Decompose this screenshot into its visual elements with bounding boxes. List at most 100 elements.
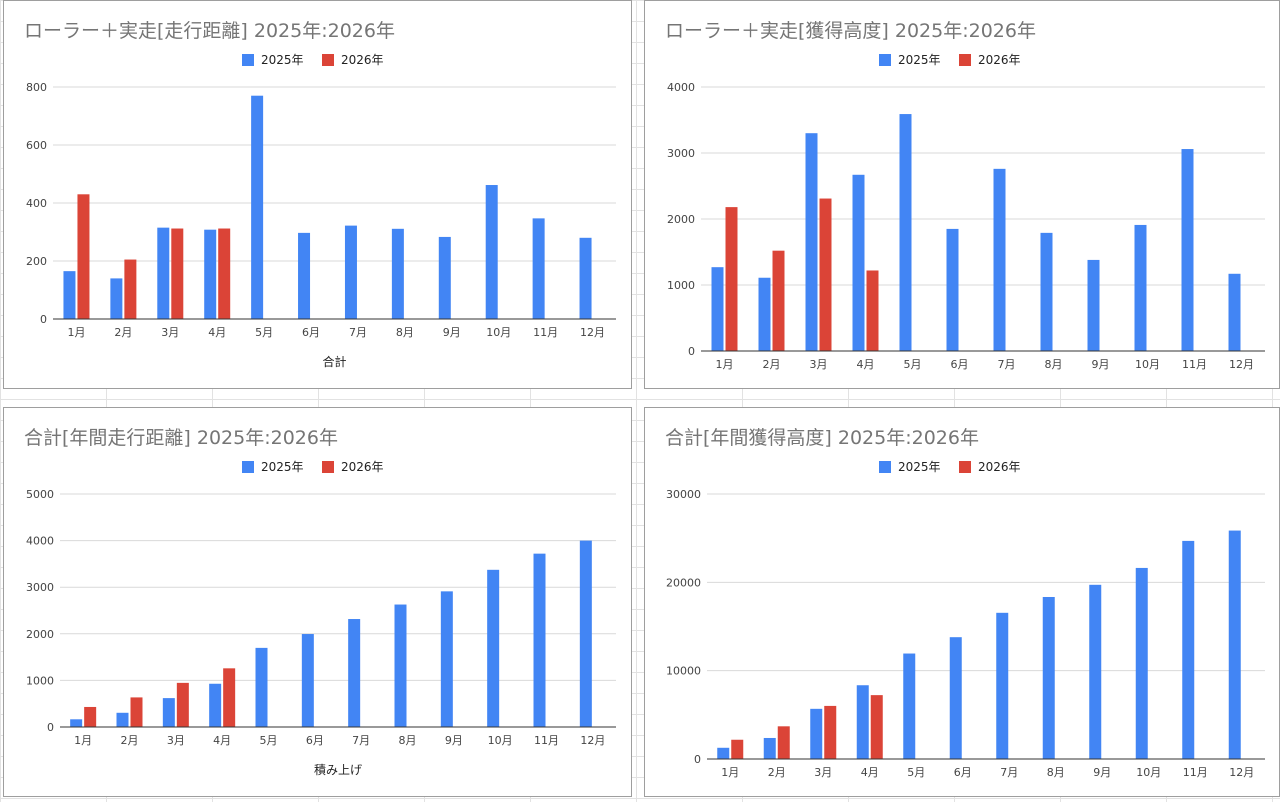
bar-2025	[1042, 596, 1055, 759]
x-tick-label: 2月	[114, 326, 132, 339]
chart-distance-monthly: ローラー＋実走[走行距離] 2025年:2026年 2025年 2026年 0 200 4…	[3, 0, 632, 389]
bar-2025	[394, 604, 407, 727]
x-tick-label: 4月	[208, 326, 226, 339]
legend-swatch-1	[959, 54, 971, 66]
bar-2025	[533, 553, 546, 727]
x-tick-label: 7月	[998, 358, 1016, 371]
bar-2025	[1228, 530, 1241, 759]
x-tick-label: 5月	[255, 326, 273, 339]
y-tick-label: 800	[26, 81, 47, 94]
x-tick-label: 3月	[810, 358, 828, 371]
bar-2025	[949, 637, 962, 759]
y-tick-label: 4000	[26, 535, 54, 548]
bar-2026	[725, 207, 738, 351]
x-tick-label: 7月	[352, 734, 370, 747]
bar-2026	[223, 668, 236, 727]
x-tick-label: 12月	[1229, 766, 1254, 779]
bar-2025	[298, 232, 311, 319]
y-tick-label: 0	[694, 753, 701, 766]
bar-2025	[1089, 584, 1102, 759]
bar-2025	[1135, 567, 1148, 759]
bar-2025	[810, 708, 823, 759]
chart-title: ローラー＋実走[獲得高度] 2025年:2026年	[665, 20, 1036, 42]
bar-2026	[824, 705, 837, 759]
x-tick-label: 5月	[260, 734, 278, 747]
bar-2025	[805, 133, 818, 351]
bar-2026	[176, 682, 189, 727]
legend-label-1: 2026年	[978, 53, 1021, 67]
bar-2025	[487, 569, 500, 727]
legend-swatch-0	[879, 461, 891, 473]
x-tick-label: 3月	[167, 734, 185, 747]
bar-2025	[110, 278, 123, 319]
legend-label-0: 2025年	[898, 53, 941, 67]
x-tick-label: 6月	[306, 734, 324, 747]
y-tick-label: 2000	[26, 628, 54, 641]
y-tick-label: 400	[26, 197, 47, 210]
bar-2026	[772, 250, 785, 351]
x-tick-label: 11月	[533, 326, 558, 339]
bar-2025	[209, 683, 222, 727]
x-tick-label: 10月	[1136, 766, 1161, 779]
chart-distance-cumulative: 合計[年間走行距離] 2025年:2026年 2025年 2026年 0 1000 200…	[3, 407, 632, 797]
x-tick-label: 9月	[445, 734, 463, 747]
chart-elevation-cumulative: 合計[年間獲得高度] 2025年:2026年 2025年 2026年 0 10000 20…	[644, 407, 1280, 797]
bar-2025	[1182, 540, 1195, 759]
bar-2025	[579, 237, 592, 319]
x-tick-label: 2月	[121, 734, 139, 747]
x-tick-label: 7月	[349, 326, 367, 339]
x-axis-title: 合計	[322, 354, 346, 369]
legend-label-1: 2026年	[341, 53, 384, 67]
x-tick-label: 9月	[443, 326, 461, 339]
x-tick-label: 12月	[580, 734, 605, 747]
legend-swatch-1	[322, 54, 334, 66]
bar-2026	[870, 695, 883, 759]
bar-2025	[579, 540, 592, 727]
bar-2025	[438, 236, 451, 319]
x-tick-label: 4月	[213, 734, 231, 747]
bar-2025	[440, 591, 453, 727]
chart-title: 合計[年間走行距離] 2025年:2026年	[24, 427, 338, 449]
y-tick-label: 3000	[667, 147, 695, 160]
legend-label-0: 2025年	[898, 460, 941, 474]
x-tick-label: 11月	[1182, 358, 1207, 371]
x-tick-label: 1月	[716, 358, 734, 371]
chart-svg: 合計[年間走行距離] 2025年:2026年 2025年 2026年 0 1000 200…	[24, 427, 616, 777]
bar-2025	[852, 174, 865, 351]
x-tick-label: 7月	[1000, 766, 1018, 779]
x-tick-label: 6月	[954, 766, 972, 779]
x-tick-label: 6月	[951, 358, 969, 371]
legend-label-1: 2026年	[341, 460, 384, 474]
x-tick-label: 5月	[907, 766, 925, 779]
y-tick-label: 1000	[667, 279, 695, 292]
chart-elevation-monthly: ローラー＋実走[獲得高度] 2025年:2026年 2025年 2026年 0 1000…	[644, 0, 1280, 389]
bar-2026	[84, 706, 97, 727]
x-tick-label: 1月	[721, 766, 739, 779]
bar-2025	[391, 228, 404, 319]
bar-2025	[763, 737, 776, 759]
bar-2025	[903, 653, 916, 759]
bar-2026	[124, 259, 137, 319]
y-tick-label: 200	[26, 255, 47, 268]
bar-2025	[1228, 273, 1241, 351]
x-tick-label: 1月	[67, 326, 85, 339]
bar-2025	[758, 277, 771, 351]
bar-2026	[77, 194, 90, 319]
x-tick-label: 12月	[580, 326, 605, 339]
chart-title: 合計[年間獲得高度] 2025年:2026年	[665, 427, 979, 449]
x-tick-label: 10月	[1135, 358, 1160, 371]
y-tick-label: 4000	[667, 81, 695, 94]
bar-2025	[204, 229, 217, 319]
x-tick-label: 2月	[763, 358, 781, 371]
bar-2026	[130, 697, 143, 727]
y-tick-label: 3000	[26, 581, 54, 594]
bar-2025	[711, 267, 724, 351]
bar-2026	[777, 726, 790, 759]
bar-2025	[485, 185, 498, 319]
bar-2025	[301, 634, 314, 727]
chart-title: ローラー＋実走[走行距離] 2025年:2026年	[24, 20, 395, 42]
x-tick-label: 12月	[1229, 358, 1254, 371]
legend-swatch-0	[242, 54, 254, 66]
chart-svg: ローラー＋実走[走行距離] 2025年:2026年 2025年 2026年 0 200 4…	[24, 20, 616, 369]
x-tick-label: 5月	[904, 358, 922, 371]
